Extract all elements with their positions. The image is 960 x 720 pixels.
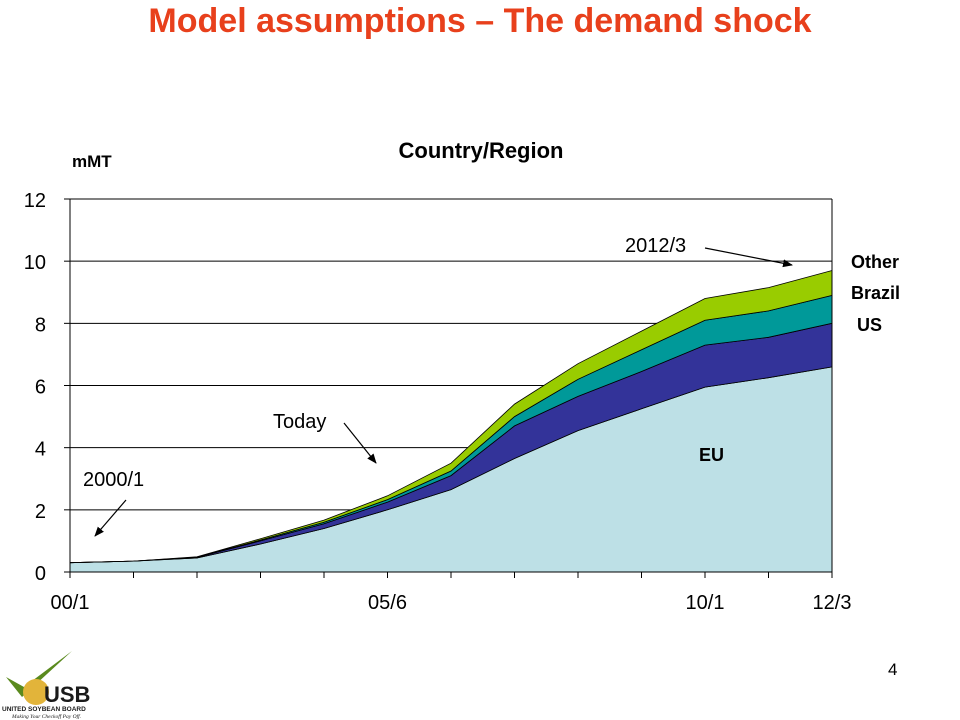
series-label-other: Other	[851, 252, 899, 272]
logo-subtitle: UNITED SOYBEAN BOARD	[2, 706, 86, 713]
annotation-label: 2000/1	[83, 469, 144, 491]
annotation-label: Today	[273, 411, 326, 433]
chart-title: Country/Region	[399, 138, 564, 163]
series-areas	[69, 269, 833, 573]
logo-tagline: Making Your Checkoff Pay Off.	[11, 713, 81, 720]
annotation-label: 2012/3	[625, 235, 686, 257]
series-label-eu: EU	[699, 445, 724, 465]
y-tick-label: 12	[24, 190, 46, 212]
y-tick-label: 0	[35, 563, 46, 585]
usb-logo: USB UNITED SOYBEAN BOARD Making Your Che…	[2, 651, 90, 720]
logo-text: USB	[44, 682, 90, 707]
gridlines	[70, 198, 832, 511]
series-label-brazil: Brazil	[851, 283, 900, 303]
x-tick-label: 12/3	[813, 592, 852, 614]
annotation-arrow	[704, 247, 793, 268]
annotation-arrow	[94, 499, 127, 537]
y-tick-label: 2	[35, 501, 46, 523]
x-tick-labels: 00/1 05/6 10/1 12/3	[51, 592, 852, 614]
annotations: 2000/1 Today 2012/3	[83, 235, 793, 537]
slide-title: Model assumptions – The demand shock	[148, 2, 812, 40]
y-axis-label: mMT	[72, 152, 112, 171]
logo-circle-icon	[23, 679, 49, 705]
series-labels: EU US Brazil Other	[699, 252, 900, 465]
series-label-us: US	[857, 315, 882, 335]
y-tick-labels: 0 2 4 6 8 10 12	[24, 190, 46, 585]
x-tick-label: 10/1	[686, 592, 725, 614]
page-number: 4	[888, 660, 898, 679]
y-tick-label: 6	[35, 377, 46, 399]
y-tick-label: 8	[35, 314, 46, 336]
axes	[64, 198, 833, 578]
x-tick-label: 00/1	[51, 592, 90, 614]
x-tick-label: 05/6	[368, 592, 407, 614]
y-tick-label: 4	[35, 439, 46, 461]
y-tick-label: 10	[24, 252, 46, 274]
annotation-arrow	[343, 422, 377, 464]
